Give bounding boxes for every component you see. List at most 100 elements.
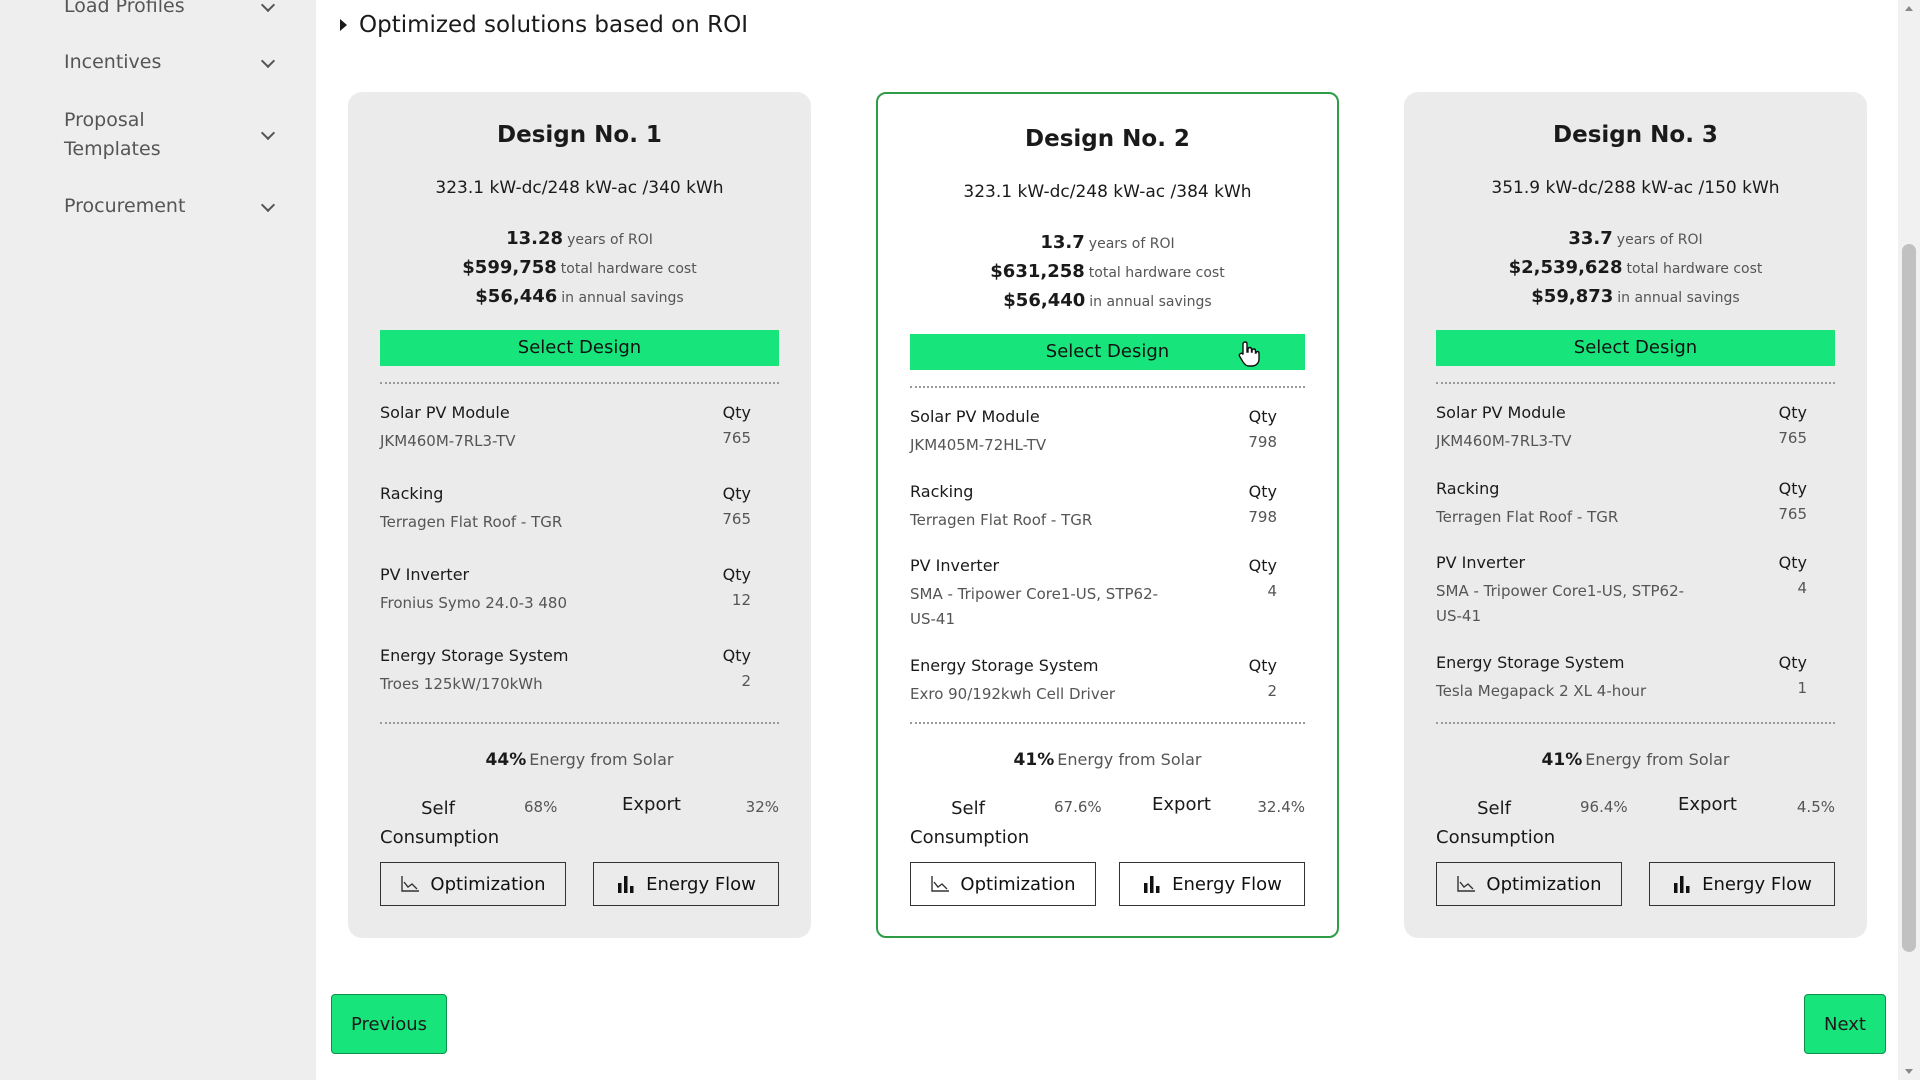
- self-consumption-value: 68%: [524, 798, 558, 816]
- energy-flow-button[interactable]: Energy Flow: [593, 862, 779, 906]
- sidebar-item-proposal-templates[interactable]: Proposal Templates: [64, 106, 276, 164]
- scrollbar-thumb[interactable]: [1902, 244, 1916, 952]
- self-consumption-value: 96.4%: [1580, 798, 1628, 816]
- optimization-label: Optimization: [960, 873, 1076, 895]
- cost-label: total hardware cost: [560, 261, 697, 277]
- component-name: Solar PV Module: [910, 407, 1040, 426]
- component-name: Energy Storage System: [1436, 653, 1625, 672]
- qty-header: Qty: [1778, 403, 1807, 422]
- divider: [380, 722, 779, 724]
- self-consumption-label: Self Consumption: [1436, 798, 1556, 848]
- component-model: Exro 90/192kwh Cell Driver: [910, 685, 1116, 703]
- sidebar-item-label: Proposal Templates: [64, 109, 161, 160]
- energy-flow-button[interactable]: Energy Flow: [1649, 862, 1835, 906]
- line-chart-icon: [1457, 876, 1476, 892]
- component-row: Energy Storage System Qty Exro 90/192kwh…: [910, 656, 1305, 716]
- qty-header: Qty: [722, 403, 751, 422]
- component-qty: 2: [1267, 682, 1277, 700]
- component-name: Racking: [1436, 479, 1500, 498]
- component-qty: 1: [1797, 679, 1807, 697]
- component-row: PV Inverter Qty SMA - Tripower Core1-US,…: [1436, 553, 1835, 625]
- energy-from-solar: 44% Energy from Solar: [380, 750, 779, 770]
- component-row: Racking Qty Terragen Flat Roof - TGR 765: [380, 484, 779, 544]
- component-qty: 765: [1778, 429, 1807, 447]
- export-value: 32.4%: [1257, 798, 1305, 816]
- component-name: Racking: [380, 484, 444, 503]
- roi-value: 13.28: [506, 228, 564, 249]
- design-title: Design No. 1: [497, 122, 662, 148]
- divider: [910, 386, 1305, 388]
- energy-flow-label: Energy Flow: [1702, 873, 1812, 895]
- component-name: Solar PV Module: [380, 403, 510, 422]
- energy-label: Energy from Solar: [529, 750, 674, 769]
- select-design-button[interactable]: Select Design: [1436, 330, 1835, 366]
- component-name: PV Inverter: [910, 556, 1000, 575]
- optimization-button[interactable]: Optimization: [380, 862, 566, 906]
- energy-pct: 41%: [1013, 750, 1055, 770]
- energy-label: Energy from Solar: [1585, 750, 1730, 769]
- component-name: Solar PV Module: [1436, 403, 1566, 422]
- divider: [1436, 382, 1835, 384]
- scroll-up-icon[interactable]: [1905, 6, 1913, 11]
- cost-value: $2,539,628: [1508, 257, 1623, 278]
- design-spec: 323.1 kW-dc/248 kW-ac /340 kWh: [435, 178, 724, 198]
- savings-stat: $56,440 in annual savings: [910, 290, 1305, 311]
- energy-flow-button[interactable]: Energy Flow: [1119, 862, 1305, 906]
- component-name: Energy Storage System: [380, 646, 569, 665]
- section-toggle[interactable]: Optimized solutions based on ROI: [340, 12, 748, 38]
- chevron-down-icon: [260, 199, 276, 215]
- component-model: Tesla Megapack 2 XL 4-hour: [1436, 682, 1647, 700]
- scroll-down-icon[interactable]: [1905, 1069, 1913, 1074]
- roi-label: years of ROI: [567, 232, 653, 248]
- export-label: Export: [1152, 794, 1211, 815]
- qty-header: Qty: [1248, 407, 1277, 426]
- savings-stat: $59,873 in annual savings: [1436, 286, 1835, 307]
- component-name: PV Inverter: [380, 565, 470, 584]
- design-title: Design No. 2: [1025, 126, 1190, 152]
- sidebar-item-label: Procurement: [64, 195, 186, 217]
- qty-header: Qty: [1778, 653, 1807, 672]
- select-design-button[interactable]: Select Design: [380, 330, 779, 366]
- next-button[interactable]: Next: [1804, 994, 1886, 1054]
- sidebar: Load Profiles Incentives Proposal Templa…: [0, 0, 316, 1080]
- optimization-button[interactable]: Optimization: [1436, 862, 1622, 906]
- self-consumption-label: Self Consumption: [380, 798, 500, 848]
- bar-chart-icon: [1144, 876, 1160, 893]
- cost-stat: $631,258 total hardware cost: [910, 261, 1305, 282]
- export-label: Export: [1678, 794, 1737, 815]
- export-label: Export: [622, 794, 681, 815]
- cost-value: $631,258: [990, 261, 1085, 282]
- sidebar-item-procurement[interactable]: Procurement: [64, 192, 276, 221]
- component-qty: 798: [1248, 508, 1277, 526]
- scrollbar[interactable]: [1898, 0, 1920, 1080]
- design-card: Design No. 2 323.1 kW-dc/248 kW-ac /384 …: [876, 92, 1339, 938]
- qty-header: Qty: [722, 484, 751, 503]
- previous-button[interactable]: Previous: [331, 994, 447, 1054]
- sidebar-item-label: Incentives: [64, 51, 162, 73]
- component-model: Fronius Symo 24.0-3 480: [380, 594, 568, 612]
- sidebar-item-load-profiles[interactable]: Load Profiles: [64, 0, 276, 21]
- component-qty: 2: [741, 672, 751, 690]
- bar-chart-icon: [618, 876, 634, 893]
- optimization-label: Optimization: [1486, 873, 1602, 895]
- self-consumption-value: 67.6%: [1054, 798, 1102, 816]
- export-value: 4.5%: [1796, 798, 1835, 816]
- roi-label: years of ROI: [1616, 232, 1703, 248]
- component-model: SMA - Tripower Core1-US, STP62-US-41: [1436, 582, 1685, 625]
- sidebar-item-incentives[interactable]: Incentives: [64, 48, 276, 77]
- divider: [1436, 722, 1835, 724]
- bar-chart-icon: [1674, 876, 1690, 893]
- component-row: Solar PV Module Qty JKM460M-7RL3-TV 765: [1436, 403, 1835, 463]
- optimization-button[interactable]: Optimization: [910, 862, 1096, 906]
- qty-header: Qty: [1778, 479, 1807, 498]
- roi-stat: 33.7 years of ROI: [1436, 228, 1835, 249]
- energy-flow-label: Energy Flow: [1172, 873, 1282, 895]
- cost-stat: $2,539,628 total hardware cost: [1436, 257, 1835, 278]
- component-qty: 4: [1797, 579, 1807, 597]
- component-qty: 4: [1267, 582, 1277, 600]
- section-title: Optimized solutions based on ROI: [359, 12, 748, 38]
- roi-stat: 13.28 years of ROI: [380, 228, 779, 249]
- qty-header: Qty: [722, 565, 751, 584]
- select-design-button[interactable]: Select Design: [910, 334, 1305, 370]
- component-row: Racking Qty Terragen Flat Roof - TGR 798: [910, 482, 1305, 542]
